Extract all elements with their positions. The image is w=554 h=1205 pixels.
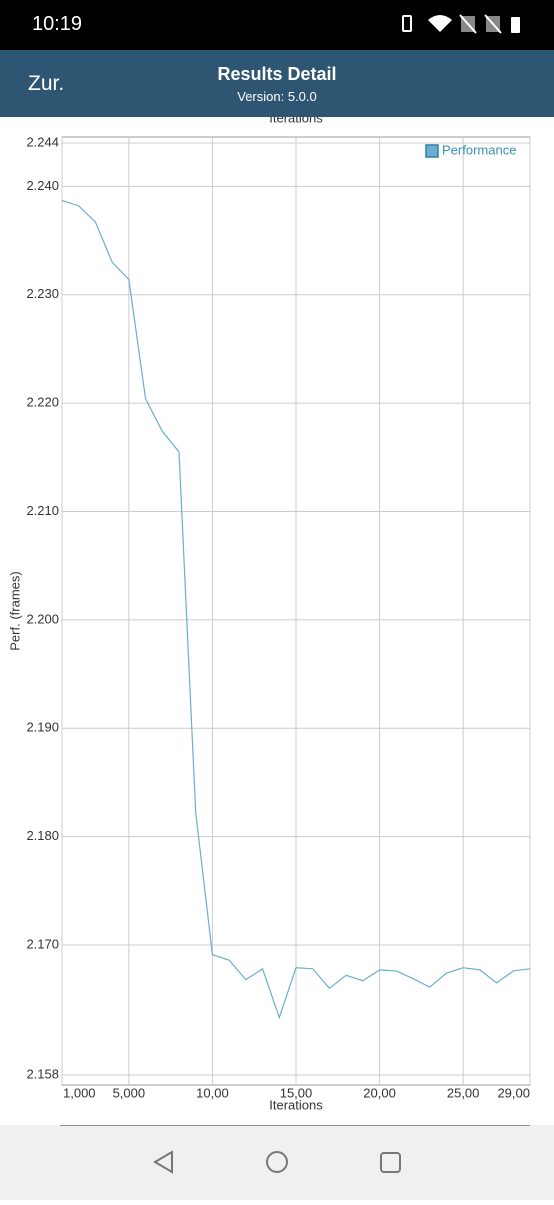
header-subtitle: Version: 5.0.0: [237, 89, 317, 104]
y-tick-label: 2.158: [26, 1066, 59, 1081]
x-tick-label: 1,000: [63, 1085, 96, 1100]
y-tick-label: 2.170: [26, 936, 59, 951]
chart: Iterations 2.158 2.170 2.180 2.190 2.200 2.21…: [7, 117, 531, 1112]
x-tick-label: 15,00: [280, 1085, 313, 1100]
x-tick-label: 10,00: [196, 1085, 229, 1100]
header-title: Results Detail: [217, 64, 337, 84]
y-tick-label: 2.244: [26, 134, 59, 149]
y-tick-label: 2.240: [26, 178, 59, 193]
x-tick-label: 29,00: [497, 1085, 530, 1100]
nav-bar: [0, 1124, 554, 1200]
x-tick-label: 20,00: [363, 1085, 396, 1100]
y-tick-label: 2.230: [26, 286, 59, 301]
data-line: [61, 199, 531, 1020]
y-axis-label: Perf. (frames): [7, 571, 22, 650]
y-tick-label: 2.210: [26, 503, 59, 518]
y-tick-label: 2.180: [26, 828, 59, 843]
status-bar: 10:19: [0, 0, 554, 50]
back-button[interactable]: Zur.: [28, 72, 65, 95]
legend-swatch: [425, 144, 439, 158]
home-nav[interactable]: [266, 1151, 288, 1173]
y-tick-label: 2.220: [26, 395, 59, 410]
legend-label: Performance: [442, 142, 516, 157]
clock: 10:19: [32, 13, 83, 35]
x-axis-label: Iterations: [269, 1097, 323, 1112]
nav-icons: [60, 1124, 530, 1174]
y-tick-label: 2.200: [26, 611, 59, 626]
x-tick-label: 5,000: [113, 1085, 146, 1100]
x-tick-label: 25,00: [447, 1085, 480, 1100]
recents-nav[interactable]: [380, 1152, 401, 1173]
app-header: Zur. Results Detail Version: 5.0.0: [0, 50, 554, 117]
status-icons: [402, 14, 520, 34]
top-axis-label: Iterations: [269, 117, 323, 125]
y-tick-label: 2.190: [26, 720, 59, 735]
back-nav[interactable]: [153, 1150, 173, 1174]
